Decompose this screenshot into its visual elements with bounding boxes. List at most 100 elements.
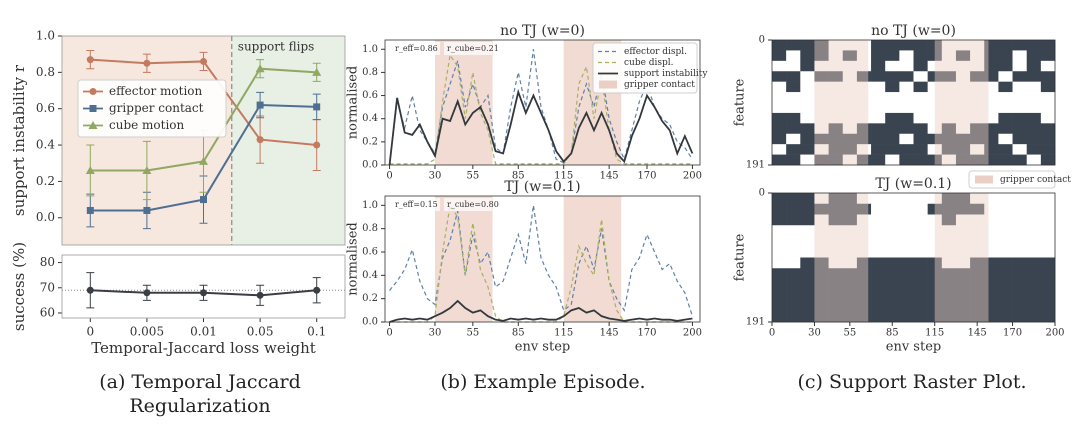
- legend-box: [968, 170, 1056, 189]
- raster-cell: [927, 236, 943, 248]
- raster-cell: [871, 81, 886, 93]
- raster-cell: [814, 257, 829, 269]
- legend-label: support instability: [624, 69, 708, 79]
- raster-cell: [842, 112, 858, 124]
- raster-cell: [984, 133, 999, 145]
- raster-cell: [1012, 71, 1027, 82]
- raster-cell: [1012, 214, 1027, 226]
- raster-cell: [1012, 225, 1027, 237]
- raster-cell: [1026, 300, 1042, 312]
- raster-cell: [1012, 154, 1027, 166]
- raster-cell: [998, 154, 1013, 166]
- raster-cell: [955, 236, 971, 248]
- legend-label: cube displ.: [624, 58, 674, 68]
- raster-cell: [970, 81, 985, 93]
- raster-cell: [927, 133, 943, 145]
- raster-cell: [970, 50, 985, 62]
- raster-cell: [1040, 60, 1056, 72]
- raster-cell: [913, 102, 928, 114]
- raster-cell: [842, 154, 858, 166]
- raster-cell: [899, 40, 914, 51]
- raster-cell: [955, 257, 971, 269]
- raster-cell: [828, 246, 844, 258]
- raster-cell: [984, 193, 999, 205]
- legend-label: gripper contact: [624, 80, 695, 90]
- raster-cell: [955, 203, 971, 215]
- raster-cell: [885, 268, 900, 280]
- raster-cell: [871, 154, 886, 166]
- raster-cell: [885, 279, 900, 291]
- x-tick-label: 0: [386, 328, 392, 339]
- raster-cell: [970, 123, 985, 135]
- raster-cell: [885, 60, 900, 72]
- marker: [142, 165, 152, 174]
- raster-cell: [1040, 203, 1056, 215]
- raster-cell: [800, 225, 815, 237]
- raster-cell: [786, 154, 801, 166]
- raster-cell: [927, 112, 943, 124]
- raster-cell: [828, 60, 844, 72]
- raster-cell: [871, 50, 886, 62]
- raster-cell: [927, 300, 943, 312]
- x-tick-label: 200: [1045, 328, 1064, 339]
- marker: [313, 286, 321, 294]
- raster-cell: [984, 257, 999, 269]
- raster-cell: [913, 60, 928, 72]
- raster-cell: [856, 300, 872, 312]
- raster-cell: [984, 123, 999, 135]
- raster-cell: [814, 236, 829, 248]
- raster-cell: [885, 257, 900, 269]
- raster-cell: [1012, 60, 1027, 72]
- raster-cell: [1026, 50, 1042, 62]
- raster-cell: [885, 289, 900, 301]
- raster-cell: [772, 133, 787, 145]
- raster-cell: [927, 289, 943, 301]
- x-tick-label: 145: [968, 328, 987, 339]
- raster-cell: [1012, 193, 1027, 205]
- annotation-box: [444, 42, 492, 55]
- raster-cell: [1026, 60, 1042, 72]
- raster-cell: [1040, 193, 1056, 205]
- raster-cell: [1040, 50, 1056, 62]
- y-tick-label: 0: [759, 188, 765, 199]
- y-tick-label: 0: [759, 35, 765, 46]
- raster-cell: [955, 102, 971, 114]
- raster-cell: [970, 71, 985, 82]
- series-line: [389, 53, 693, 165]
- raster-cell: [927, 71, 943, 82]
- marker: [255, 64, 265, 73]
- raster-cell: [828, 40, 844, 51]
- y-tick-label: 0.4: [362, 113, 378, 124]
- y-axis-label: feature: [733, 78, 748, 126]
- raster-cell: [955, 50, 971, 62]
- y-tick-label: 1.0: [36, 29, 55, 43]
- raster-cell: [913, 268, 928, 280]
- x-tick-label: 0.1: [307, 325, 326, 339]
- marker: [312, 67, 322, 76]
- raster-cell: [814, 40, 829, 51]
- raster-cell: [772, 123, 787, 135]
- raster-cell: [970, 279, 985, 291]
- annotation: r_cube=0.80: [447, 200, 499, 209]
- raster-cell: [1026, 225, 1042, 237]
- raster-cell: [800, 279, 815, 291]
- raster-cell: [1040, 123, 1056, 135]
- raster-cell: [800, 203, 815, 215]
- raster-cell: [984, 144, 999, 155]
- raster-cell: [800, 71, 815, 82]
- raster-cell: [1026, 279, 1042, 291]
- raster-cell: [842, 289, 858, 301]
- raster-cell: [1026, 144, 1042, 155]
- raster-cell: [941, 225, 957, 237]
- raster-cell: [970, 311, 985, 323]
- raster-cell: [998, 50, 1013, 62]
- raster-cell: [842, 203, 858, 215]
- raster-cell: [828, 225, 844, 237]
- raster-cell: [1040, 92, 1056, 103]
- plot-frame: [771, 39, 1056, 166]
- chart-title: TJ (w=0.1): [875, 176, 951, 192]
- shaded-region: [814, 193, 869, 322]
- raster-cell: [772, 225, 787, 237]
- raster-cell: [842, 257, 858, 269]
- raster-cell: [885, 225, 900, 237]
